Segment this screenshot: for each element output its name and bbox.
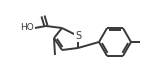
Text: S: S — [75, 31, 81, 41]
Text: HO: HO — [20, 23, 34, 32]
